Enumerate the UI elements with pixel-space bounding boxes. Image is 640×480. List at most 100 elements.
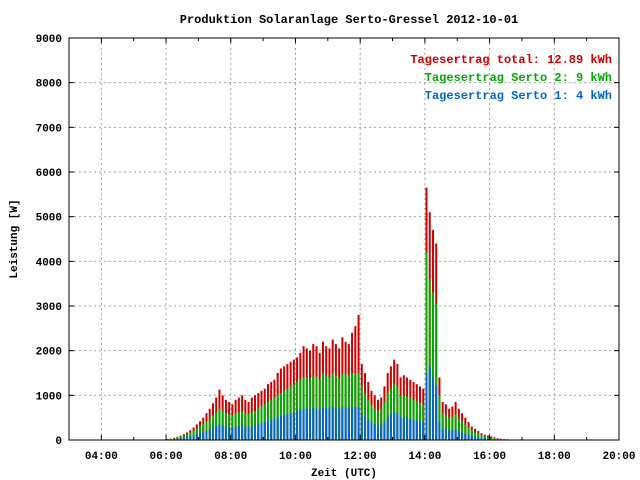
bar-serto1 xyxy=(186,437,189,440)
x-tick-label: 08:00 xyxy=(214,451,247,463)
bar-serto2 xyxy=(364,393,367,440)
bar-serto2 xyxy=(438,395,441,440)
x-tick-label: 06:00 xyxy=(150,451,183,463)
bar-serto1 xyxy=(279,415,282,440)
bar-serto1 xyxy=(428,366,431,440)
bar-serto2 xyxy=(425,252,428,440)
bar-serto1 xyxy=(399,417,402,440)
grid xyxy=(69,38,619,440)
bar-serto2 xyxy=(477,433,480,440)
bar-serto1 xyxy=(351,406,354,440)
bar-serto2 xyxy=(179,436,182,440)
bar-serto1 xyxy=(341,406,344,440)
bar-serto2 xyxy=(299,379,302,440)
legend: Tagesertrag total: 12.89 kWh Tagesertrag … xyxy=(410,53,612,103)
bar-serto2 xyxy=(341,373,344,440)
bar-serto2 xyxy=(409,397,412,440)
ticks: 04:00 06:00 08:00 10:00 12:00 14:00 16:00 18:00… xyxy=(36,34,636,463)
bar-serto1 xyxy=(276,417,279,440)
bar-serto1 xyxy=(215,426,218,440)
bar-serto1 xyxy=(289,413,292,440)
bar-serto1 xyxy=(451,430,454,440)
x-axis-label: Zeit (UTC) xyxy=(311,468,377,480)
bar-serto1 xyxy=(357,406,360,440)
bar-serto1 xyxy=(354,406,357,440)
bar-serto1 xyxy=(254,425,257,440)
bar-serto1 xyxy=(486,438,489,440)
bar-serto1 xyxy=(435,386,438,440)
x-tick-label: 14:00 xyxy=(408,451,441,463)
bar-serto1 xyxy=(444,429,447,440)
bar-serto2 xyxy=(334,375,337,440)
bar-serto1 xyxy=(270,419,273,440)
bar-serto1 xyxy=(364,416,367,440)
bar-serto1 xyxy=(211,427,214,440)
bar-serto1 xyxy=(244,426,247,440)
bar-serto2 xyxy=(344,373,347,440)
bar-serto2 xyxy=(419,402,422,440)
bar-serto1 xyxy=(461,432,464,440)
y-tick-label: 5000 xyxy=(36,213,62,225)
bar-serto1 xyxy=(328,408,331,440)
bar-serto2 xyxy=(169,438,172,440)
bar-serto1 xyxy=(347,407,350,440)
bar-serto2 xyxy=(357,373,360,440)
bar-serto1 xyxy=(257,424,260,440)
y-tick-label: 2000 xyxy=(36,347,62,359)
bar-serto1 xyxy=(386,416,389,440)
y-axis-label: Leistung [W] xyxy=(9,199,21,278)
bar-serto2 xyxy=(431,292,434,440)
bar-serto2 xyxy=(457,418,460,440)
bar-serto1 xyxy=(454,429,457,440)
bar-serto1 xyxy=(315,408,318,440)
y-tick-label: 0 xyxy=(55,436,62,448)
bar-serto1 xyxy=(477,437,480,440)
bar-serto2 xyxy=(444,414,447,440)
bar-serto1 xyxy=(396,413,399,440)
bar-serto1 xyxy=(234,426,237,440)
y-tick-label: 1000 xyxy=(36,391,62,403)
bar-serto1 xyxy=(419,421,422,440)
bar-serto2 xyxy=(351,373,354,440)
bar-serto1 xyxy=(431,377,434,440)
bar-serto1 xyxy=(312,407,315,440)
bar-serto1 xyxy=(305,408,308,440)
bar-serto1 xyxy=(218,424,221,440)
chart-title: Produktion Solaranlage Serto-Gressel 201… xyxy=(180,13,518,27)
bar-serto2 xyxy=(493,438,496,440)
y-tick-label: 7000 xyxy=(36,123,62,135)
bar-serto1 xyxy=(273,418,276,440)
bar-serto1 xyxy=(470,435,473,440)
bar-serto2 xyxy=(486,436,489,440)
bar-serto1 xyxy=(179,438,182,440)
bar-serto1 xyxy=(318,409,321,440)
bar-serto1 xyxy=(302,408,305,440)
bar-serto2 xyxy=(389,388,392,440)
bar-serto1 xyxy=(474,436,477,440)
bar-serto1 xyxy=(406,418,409,440)
bar-serto1 xyxy=(370,422,373,440)
bar-serto2 xyxy=(354,373,357,440)
x-tick-label: 04:00 xyxy=(85,451,118,463)
bar-serto1 xyxy=(231,427,234,440)
bar-serto2 xyxy=(474,431,477,440)
bar-serto1 xyxy=(189,436,192,440)
bar-serto1 xyxy=(286,414,289,440)
bar-serto1 xyxy=(199,433,202,440)
bar-serto2 xyxy=(383,402,386,440)
bar-serto1 xyxy=(241,425,244,440)
bar-serto2 xyxy=(461,421,464,440)
bar-serto2 xyxy=(325,375,328,440)
bar-serto2 xyxy=(470,430,473,440)
bar-serto1 xyxy=(299,410,302,440)
x-tick-label: 20:00 xyxy=(602,451,635,463)
bar-serto1 xyxy=(438,422,441,440)
bar-serto1 xyxy=(422,422,425,440)
bar-serto2 xyxy=(292,384,295,440)
y-tick-label: 8000 xyxy=(36,79,62,91)
bar-serto1 xyxy=(448,430,451,440)
bar-serto1 xyxy=(457,431,460,440)
bar-serto1 xyxy=(412,419,415,440)
bar-serto1 xyxy=(292,412,295,440)
